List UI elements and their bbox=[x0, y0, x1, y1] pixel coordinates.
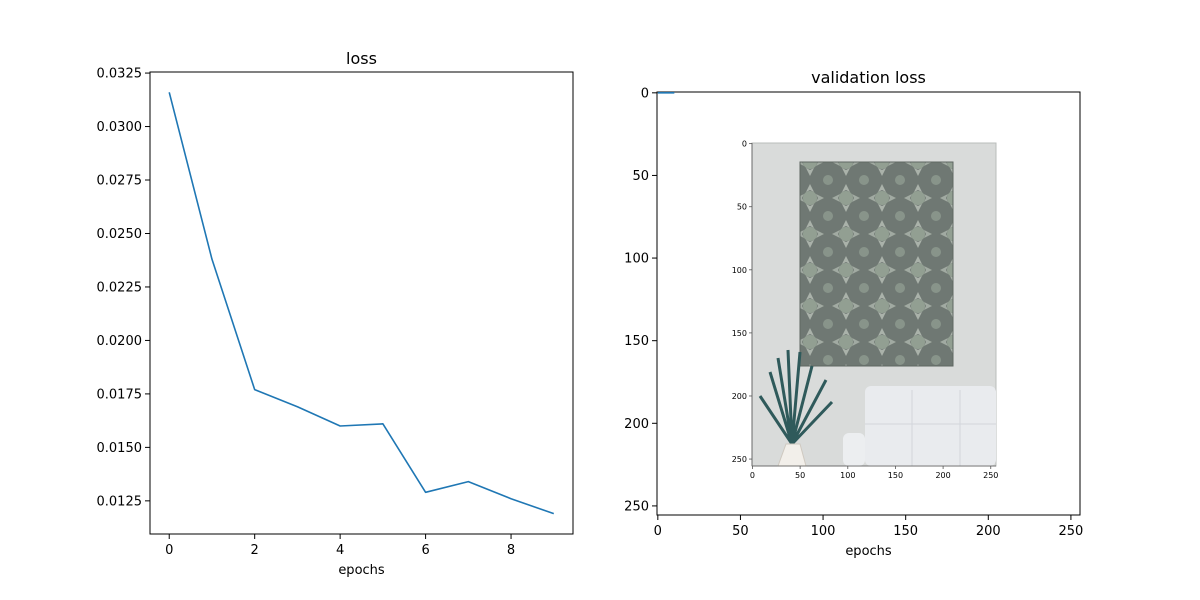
validation-loss-y-tick-label: 0 bbox=[641, 86, 649, 101]
embedded-x-tick-label: 50 bbox=[795, 471, 805, 480]
loss-x-tick-label: 0 bbox=[165, 543, 173, 558]
embedded-x-tick-label: 150 bbox=[888, 471, 903, 480]
validation-loss-x-tick-label: 0 bbox=[654, 524, 662, 539]
loss-chart-title: loss bbox=[346, 49, 377, 68]
embedded-x-tick-label: 250 bbox=[983, 471, 998, 480]
loss-frame bbox=[149, 71, 574, 535]
loss-y-tick-label: 0.0225 bbox=[97, 280, 143, 295]
validation-loss-x-axis-label: epochs bbox=[845, 544, 892, 559]
embedded-y-tick-label: 150 bbox=[732, 329, 747, 338]
loss-x-tick-label: 8 bbox=[507, 543, 515, 558]
loss-y-tick-label: 0.0175 bbox=[97, 387, 143, 402]
embedded-x-tick-label: 200 bbox=[935, 471, 950, 480]
picture-icon: 0 50 100 150 200 250 0 50 100 150 200 250 bbox=[732, 140, 999, 480]
embedded-y-tick-label: 0 bbox=[742, 140, 747, 149]
validation-loss-y-tick-label: 150 bbox=[624, 334, 649, 349]
embedded-y-tick-label: 250 bbox=[732, 455, 747, 464]
validation-loss-x-tick-label: 100 bbox=[811, 524, 836, 539]
validation-loss-chart: validation loss bbox=[624, 68, 1083, 559]
validation-loss-chart-title: validation loss bbox=[811, 68, 926, 87]
loss-series-line bbox=[168, 92, 555, 515]
loss-y-tick-label: 0.0325 bbox=[97, 67, 143, 82]
loss-y-tick-label: 0.0200 bbox=[97, 334, 143, 349]
validation-loss-y-tick-label: 250 bbox=[624, 499, 649, 514]
embedded-x-tick-label: 0 bbox=[750, 471, 755, 480]
validation-loss-plot-area: 0 50 100 150 200 250 0 50 100 150 200 250 0 50 100 15… bbox=[624, 86, 1083, 539]
embedded-y-tick-label: 200 bbox=[732, 392, 747, 401]
embedded-image-axes: 0 50 100 150 200 250 0 50 100 150 200 250 bbox=[732, 140, 999, 480]
loss-y-tick-label: 0.0275 bbox=[97, 174, 143, 189]
loss-chart: loss 0 2 4 6 8 0.0125 0.0150 0.0175 0.0200 0.0225… bbox=[97, 49, 574, 578]
validation-loss-y-tick-label: 200 bbox=[624, 417, 649, 432]
loss-y-tick-label: 0.0300 bbox=[97, 120, 143, 135]
loss-y-tick-label: 0.0125 bbox=[97, 494, 143, 509]
validation-loss-x-tick-label: 150 bbox=[893, 524, 918, 539]
validation-loss-y-tick-label: 100 bbox=[624, 252, 649, 267]
loss-plot-area: 0 2 4 6 8 0.0125 0.0150 0.0175 0.0200 0.0225 0.025… bbox=[97, 67, 574, 558]
embedded-y-tick-label: 50 bbox=[737, 203, 747, 212]
validation-loss-x-tick-label: 200 bbox=[976, 524, 1001, 539]
validation-loss-x-tick-label: 50 bbox=[732, 524, 749, 539]
validation-loss-frame bbox=[656, 91, 1081, 516]
validation-loss-x-tick-label: 250 bbox=[1058, 524, 1083, 539]
loss-y-tick-label: 0.0150 bbox=[97, 441, 143, 456]
loss-y-tick-label: 0.0250 bbox=[97, 227, 143, 242]
validation-loss-y-tick-label: 50 bbox=[632, 169, 649, 184]
loss-x-tick-label: 4 bbox=[336, 543, 344, 558]
loss-x-tick-label: 2 bbox=[251, 543, 259, 558]
loss-x-axis-label: epochs bbox=[338, 563, 385, 578]
embedded-y-tick-label: 100 bbox=[732, 266, 747, 275]
embedded-x-tick-label: 100 bbox=[840, 471, 855, 480]
loss-x-tick-label: 6 bbox=[421, 543, 429, 558]
